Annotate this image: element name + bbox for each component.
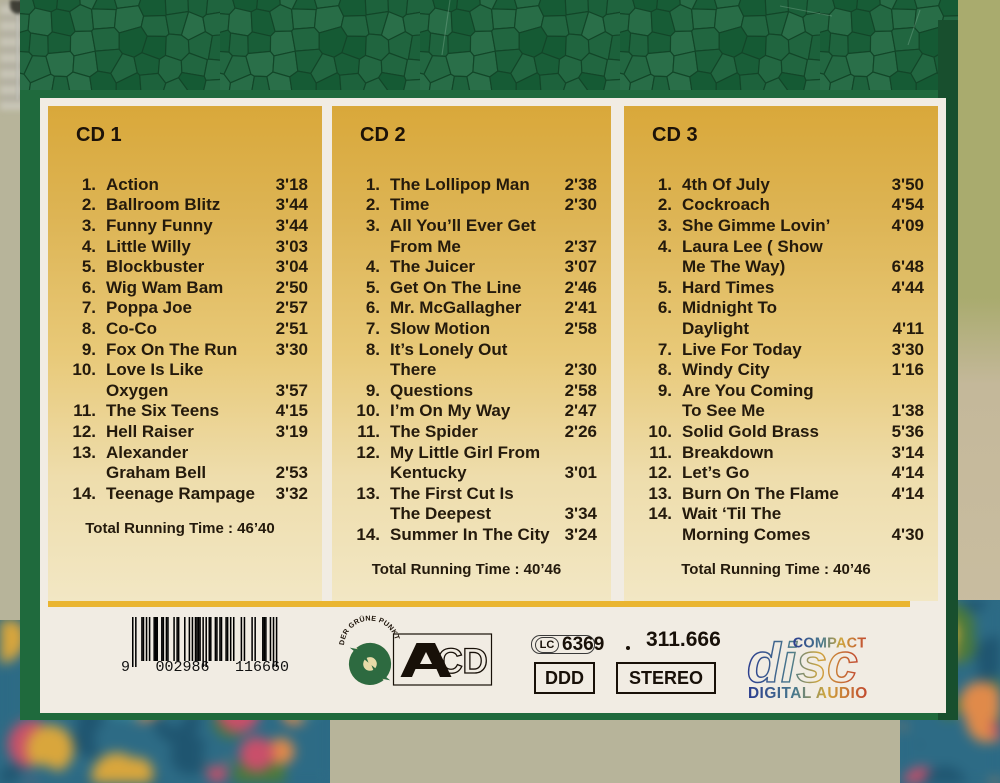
svg-text:C: C: [438, 642, 463, 681]
svg-text:DIGITAL AUDIO: DIGITAL AUDIO: [748, 685, 868, 702]
svg-text:COMPACT: COMPACT: [793, 636, 867, 652]
svg-text:D: D: [463, 642, 488, 681]
